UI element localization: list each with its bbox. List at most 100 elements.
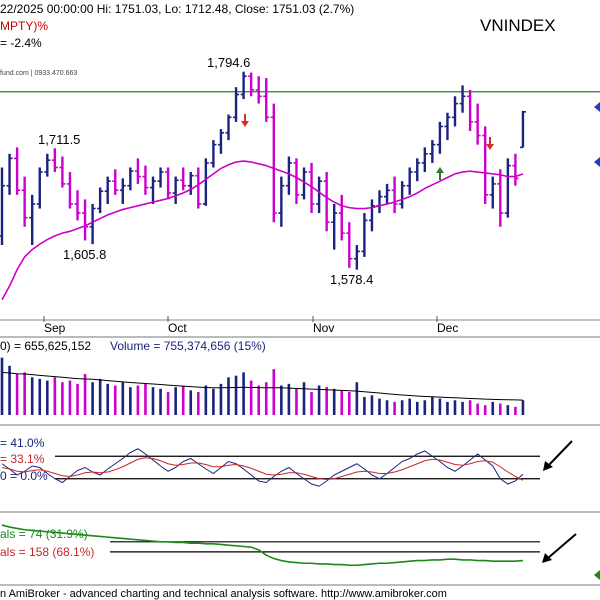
price-bar xyxy=(119,178,126,204)
price-bar xyxy=(240,71,247,100)
price-bar xyxy=(376,190,383,214)
price-bar xyxy=(134,158,141,184)
price-bar xyxy=(36,167,43,209)
price-bar xyxy=(353,245,360,270)
price-annotations: 1,711.5 1,605.8 1,794.6 1,578.4 xyxy=(38,55,373,287)
price-bar xyxy=(519,110,526,149)
price-bar xyxy=(29,194,36,246)
price-bar xyxy=(202,158,209,206)
header-line1: 22/2025 00:00:00 Hi: 1751.03, Lo: 1712.4… xyxy=(0,2,354,16)
price-bar xyxy=(489,176,496,209)
month-ticks xyxy=(43,316,438,322)
price-bar xyxy=(361,213,368,257)
volume-legend-ma: 0) = 655,625,152 xyxy=(0,339,91,353)
price-bar xyxy=(59,156,66,188)
price-bar xyxy=(391,176,398,214)
price-bar xyxy=(112,169,119,195)
price-bar xyxy=(233,87,240,122)
price-bar xyxy=(436,121,443,154)
oscillator-pane xyxy=(1,448,540,487)
price-bar xyxy=(21,176,28,227)
moving-average-line xyxy=(1,160,524,301)
osc-series-line xyxy=(1,448,524,487)
price-bar xyxy=(210,140,217,168)
price-bar xyxy=(421,147,428,173)
price-bar xyxy=(150,176,156,204)
price-bar xyxy=(248,72,255,97)
price-bar xyxy=(467,89,474,131)
price-bar xyxy=(270,103,277,223)
price-bar xyxy=(44,153,51,177)
footer-credit: n AmiBroker - advanced charting and tech… xyxy=(0,588,447,600)
price-bar xyxy=(263,78,270,122)
price-bar xyxy=(346,222,353,268)
axis-marker-breadth xyxy=(594,570,600,580)
sell-arrow-dec xyxy=(486,137,494,150)
axis-marker-ma xyxy=(594,157,600,167)
annotation-1605: 1,605.8 xyxy=(63,247,106,262)
annotation-arrow-osc xyxy=(543,440,573,471)
volume-ma-line xyxy=(1,371,523,401)
header-line3: = -2.4% xyxy=(0,36,42,50)
price-bar xyxy=(338,194,345,241)
price-bar xyxy=(195,167,202,209)
volume-legend-value: Volume = 755,374,656 (15%) xyxy=(110,339,266,353)
price-bar xyxy=(368,199,375,232)
osc-legend-3: 0 = 0.0% xyxy=(0,469,48,483)
price-bar xyxy=(444,112,451,141)
price-bar xyxy=(14,147,21,195)
price-bar xyxy=(285,156,292,195)
breadth-legend-1: als = 74 (31.9%) xyxy=(0,527,88,541)
price-bar xyxy=(384,183,391,204)
breadth-series-line xyxy=(1,524,524,567)
price-bar xyxy=(406,167,413,195)
price-bar xyxy=(187,172,194,195)
price-bar xyxy=(97,187,104,214)
annotation-arrow-breadth xyxy=(542,533,577,563)
price-bar xyxy=(165,167,172,200)
buy-arrow-dec xyxy=(436,167,444,180)
price-bar xyxy=(399,181,406,209)
price-bar xyxy=(157,167,164,188)
price-bar xyxy=(429,140,436,163)
volume-pane xyxy=(0,357,525,415)
price-bar xyxy=(301,167,307,200)
price-bar xyxy=(74,190,81,221)
x-label-nov: Nov xyxy=(313,321,334,335)
watermark-text: fund.com | 0933.470.663 xyxy=(0,70,77,77)
price-bar xyxy=(459,85,466,113)
price-bar xyxy=(504,158,511,218)
annotation-1578: 1,578.4 xyxy=(330,272,373,287)
osc-legend-2: = 33.1% xyxy=(0,452,45,466)
price-pane xyxy=(0,71,600,301)
breadth-legend-2: als = 158 (68.1%) xyxy=(0,545,94,559)
price-bar xyxy=(172,176,179,204)
price-bar xyxy=(104,176,111,204)
price-bar xyxy=(278,176,285,227)
price-bar xyxy=(51,148,58,173)
price-bar xyxy=(225,114,232,141)
price-bar xyxy=(217,129,224,154)
price-bar xyxy=(142,165,149,195)
price-bar xyxy=(127,167,134,191)
price-bar xyxy=(452,96,458,127)
sell-arrow-oct xyxy=(241,114,249,127)
annotation-1794: 1,794.6 xyxy=(207,55,250,70)
breadth-pane xyxy=(1,524,540,567)
price-bar xyxy=(66,172,73,209)
price-bar xyxy=(414,158,421,182)
price-bar xyxy=(308,162,315,214)
price-bar xyxy=(82,199,89,241)
price-bar xyxy=(293,158,300,204)
price-bar xyxy=(0,167,5,246)
x-label-oct: Oct xyxy=(168,321,187,335)
x-label-sep: Sep xyxy=(44,321,66,335)
osc-series-line xyxy=(1,457,524,481)
price-bar xyxy=(331,203,338,250)
price-bar xyxy=(255,76,262,104)
price-bar xyxy=(512,153,519,186)
price-bar xyxy=(323,172,330,232)
annotation-1711: 1,711.5 xyxy=(38,132,80,147)
price-bar xyxy=(316,176,323,214)
price-bar xyxy=(6,153,13,195)
